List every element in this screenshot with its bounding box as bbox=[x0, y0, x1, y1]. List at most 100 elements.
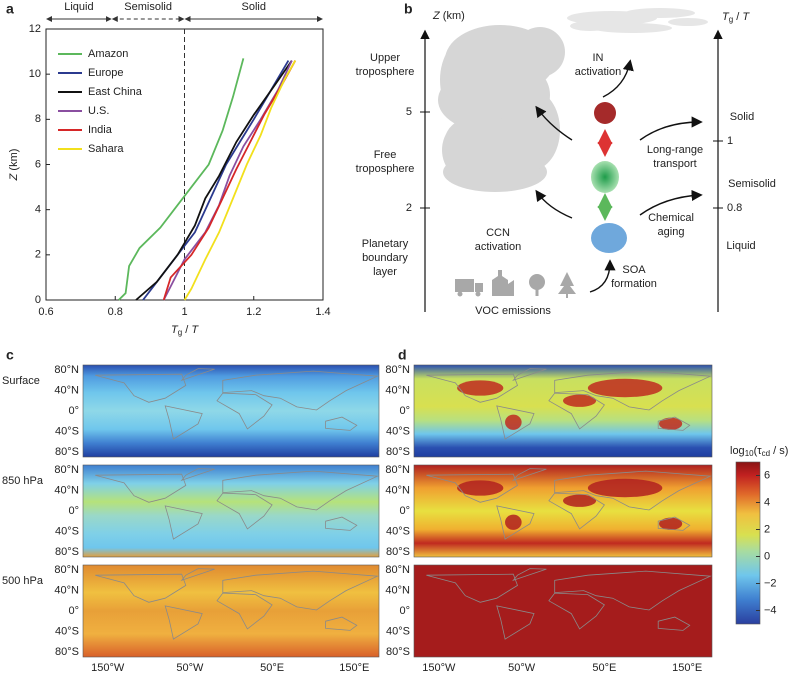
colorbar bbox=[735, 461, 761, 625]
x-axis-label-part: g bbox=[178, 328, 182, 337]
coastline bbox=[180, 568, 215, 582]
lon-tick-label: 50°E bbox=[260, 662, 284, 674]
colorbar-title: log10(τcd / s) bbox=[730, 445, 788, 458]
legend-label: U.S. bbox=[88, 105, 109, 117]
map-hotspot bbox=[505, 514, 522, 530]
x-axis-label-part: T bbox=[171, 324, 179, 336]
factory-icon bbox=[492, 270, 514, 296]
legend-label: East China bbox=[88, 86, 143, 98]
cloud bbox=[515, 27, 565, 77]
panel-label: a bbox=[6, 1, 14, 17]
process-label: Long-range transport bbox=[647, 144, 703, 170]
colorbar-title-part: / s) bbox=[770, 445, 788, 457]
colorbar-title-part: cd bbox=[762, 449, 770, 458]
process-label-line: Long-range bbox=[647, 144, 703, 156]
map-hotspot bbox=[505, 414, 522, 430]
process-label: VOC emissions bbox=[475, 305, 551, 317]
map-hotspot bbox=[457, 380, 504, 396]
map-hotspot bbox=[659, 417, 683, 430]
lat-tick-label: 40°S bbox=[55, 525, 79, 537]
coastline bbox=[95, 473, 187, 503]
lat-tick-label: 80°S bbox=[386, 646, 410, 658]
z-axis-title: Z (km) bbox=[432, 10, 465, 22]
coastline bbox=[180, 468, 215, 482]
layer-label-line: troposphere bbox=[356, 66, 415, 78]
process-label-line: activation bbox=[475, 241, 521, 253]
lat-tick-label: 40°N bbox=[385, 384, 410, 396]
lat-tick-label: 0° bbox=[68, 605, 79, 617]
x-tick-label: 0.8 bbox=[108, 306, 123, 318]
colorbar-tick-label: −2 bbox=[764, 577, 777, 589]
coastline bbox=[496, 405, 535, 440]
lat-tick-label: 0° bbox=[399, 505, 410, 517]
y-tick-label: 0 bbox=[35, 294, 41, 306]
lon-tick-label: 150°W bbox=[91, 662, 125, 674]
layer-label-line: layer bbox=[373, 266, 397, 278]
layer-label-line: Planetary bbox=[362, 238, 409, 250]
map-field bbox=[413, 564, 713, 658]
legend-label: Amazon bbox=[88, 48, 128, 60]
lat-tick-label: 80°S bbox=[55, 446, 79, 458]
lat-tick-label: 0° bbox=[399, 405, 410, 417]
map-hotspot bbox=[587, 478, 663, 498]
process-arrow bbox=[639, 116, 703, 141]
lat-tick-label: 80°S bbox=[386, 446, 410, 458]
level-label: 500 hPa bbox=[2, 575, 44, 587]
coastline bbox=[554, 570, 712, 611]
layer-label: Planetary boundary layer bbox=[362, 238, 409, 278]
map-field bbox=[82, 364, 380, 458]
z-tick-label: 2 bbox=[406, 202, 412, 214]
lat-tick-label: 40°N bbox=[54, 584, 79, 596]
lon-tick-label: 150°W bbox=[422, 662, 456, 674]
y-tick-label: 4 bbox=[35, 204, 41, 216]
series-line bbox=[162, 60, 297, 301]
coastline bbox=[554, 470, 712, 511]
lat-tick-label: 40°S bbox=[386, 525, 410, 537]
phase-axis-title-part: T bbox=[722, 11, 730, 23]
lat-tick-label: 40°N bbox=[385, 484, 410, 496]
lon-tick-label: 150°E bbox=[339, 662, 369, 674]
process-label-line: formation bbox=[611, 278, 657, 290]
colorbar-title-part: 10 bbox=[745, 449, 754, 458]
y-tick-label: 6 bbox=[35, 158, 41, 170]
phase-label: Liquid bbox=[64, 1, 93, 13]
lat-tick-label: 80°N bbox=[385, 564, 410, 576]
colorbar-tick-label: 0 bbox=[764, 550, 770, 562]
level-label: Surface bbox=[2, 375, 40, 387]
coastline bbox=[512, 368, 547, 382]
lat-tick-label: 40°N bbox=[54, 384, 79, 396]
y-axis-label-part: (km) bbox=[8, 149, 20, 174]
level-label: 850 hPa bbox=[2, 475, 44, 487]
lat-tick-label: 80°S bbox=[55, 546, 79, 558]
lat-tick-label: 80°N bbox=[54, 564, 79, 576]
phase-name: Solid bbox=[730, 111, 754, 123]
process-arrow bbox=[639, 189, 703, 216]
process-label-line: Chemical bbox=[648, 212, 694, 224]
y-tick-label: 10 bbox=[29, 68, 41, 80]
phase-name: Semisolid bbox=[728, 178, 776, 190]
liquid-particle bbox=[591, 223, 627, 253]
coastline bbox=[426, 373, 518, 403]
map-field bbox=[82, 464, 380, 558]
lon-tick-label: 150°E bbox=[672, 662, 702, 674]
process-label-line: aging bbox=[658, 226, 685, 238]
truck-wheel bbox=[457, 291, 463, 297]
cirrus bbox=[592, 23, 672, 33]
layer-label-line: Upper bbox=[370, 52, 400, 64]
layer-label: Free troposphere bbox=[356, 149, 415, 175]
series-line bbox=[118, 58, 245, 301]
lat-tick-label: 0° bbox=[68, 405, 79, 417]
lat-tick-label: 80°N bbox=[54, 364, 79, 376]
x-tick-label: 0.6 bbox=[38, 306, 53, 318]
map-hotspot bbox=[563, 494, 597, 507]
colorbar-tick-label: 4 bbox=[764, 496, 770, 508]
map-hotspot bbox=[659, 517, 683, 530]
colorbar-tick-label: 6 bbox=[764, 469, 770, 481]
lon-tick-label: 50°E bbox=[592, 662, 616, 674]
y-axis-label-part: Z bbox=[8, 172, 20, 181]
coastline bbox=[548, 592, 605, 630]
y-tick-label: 12 bbox=[29, 23, 41, 35]
coastline bbox=[216, 592, 273, 630]
cloud bbox=[442, 118, 502, 182]
